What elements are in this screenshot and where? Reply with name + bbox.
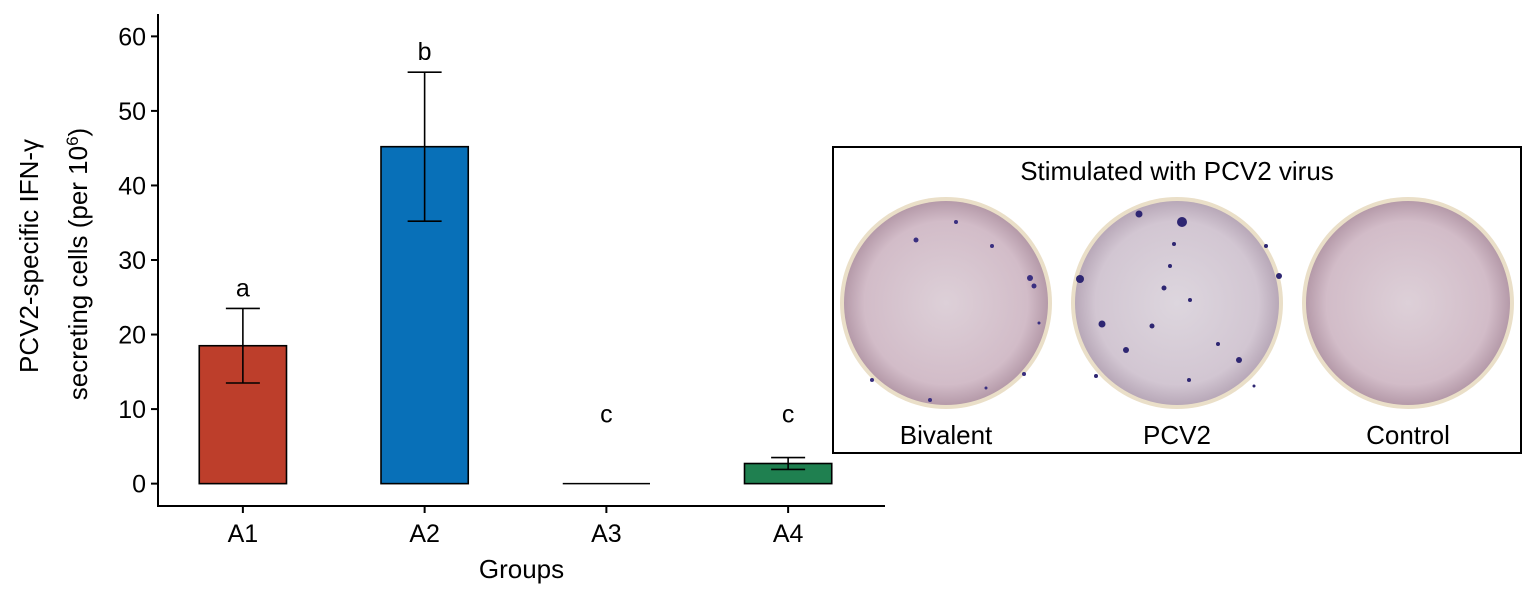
y-tick-label: 0 (132, 471, 146, 499)
significance-labels: a b c c (236, 38, 794, 428)
x-tick-label: A2 (409, 520, 440, 548)
x-axis-ticks: A1 A2 A3 A4 (228, 506, 804, 548)
bars (198, 145, 833, 485)
y-axis-title-superscript: 6 (63, 136, 82, 145)
well-label-bivalent: Bivalent (899, 420, 993, 450)
significance-label-a2: b (418, 38, 432, 66)
x-tick-label: A3 (591, 520, 622, 548)
elispot-well-icon (1071, 197, 1283, 409)
y-axis-title: PCV2-specific IFN-γ secreting cells (per… (14, 128, 93, 400)
y-tick-label: 60 (118, 23, 146, 51)
inset-title: Stimulated with PCV2 virus (1020, 156, 1334, 186)
elispot-wells (840, 197, 1514, 409)
x-axis-title: Groups (479, 554, 564, 584)
significance-label-a4: c (782, 401, 795, 429)
x-tick-label: A1 (228, 520, 259, 548)
significance-label-a1: a (236, 274, 250, 302)
y-tick-label: 20 (118, 322, 146, 350)
well-label-control: Control (1366, 420, 1450, 450)
elispot-well-icon (1302, 197, 1514, 409)
y-axis-title-line2: secreting cells (per 106) (63, 128, 94, 400)
y-axis-title-line2-prefix: secreting cells (per 10 (63, 146, 93, 400)
y-tick-label: 50 (118, 98, 146, 126)
elispot-well-icon (840, 197, 1052, 409)
significance-label-a3: c (600, 401, 613, 429)
elispot-inset-panel: Stimulated with PCV2 virus (832, 146, 1522, 454)
y-tick-label: 30 (118, 247, 146, 275)
y-axis-title-line2-suffix: ) (63, 128, 93, 137)
error-bars (225, 71, 806, 471)
y-tick-label: 10 (118, 396, 146, 424)
y-axis-title-line1: PCV2-specific IFN-γ (14, 139, 44, 373)
y-axis-ticks: 0 10 20 30 40 50 60 (118, 23, 158, 499)
y-tick-label: 40 (118, 172, 146, 200)
x-tick-label: A4 (773, 520, 804, 548)
well-label-pcv2: PCV2 (1143, 420, 1211, 450)
